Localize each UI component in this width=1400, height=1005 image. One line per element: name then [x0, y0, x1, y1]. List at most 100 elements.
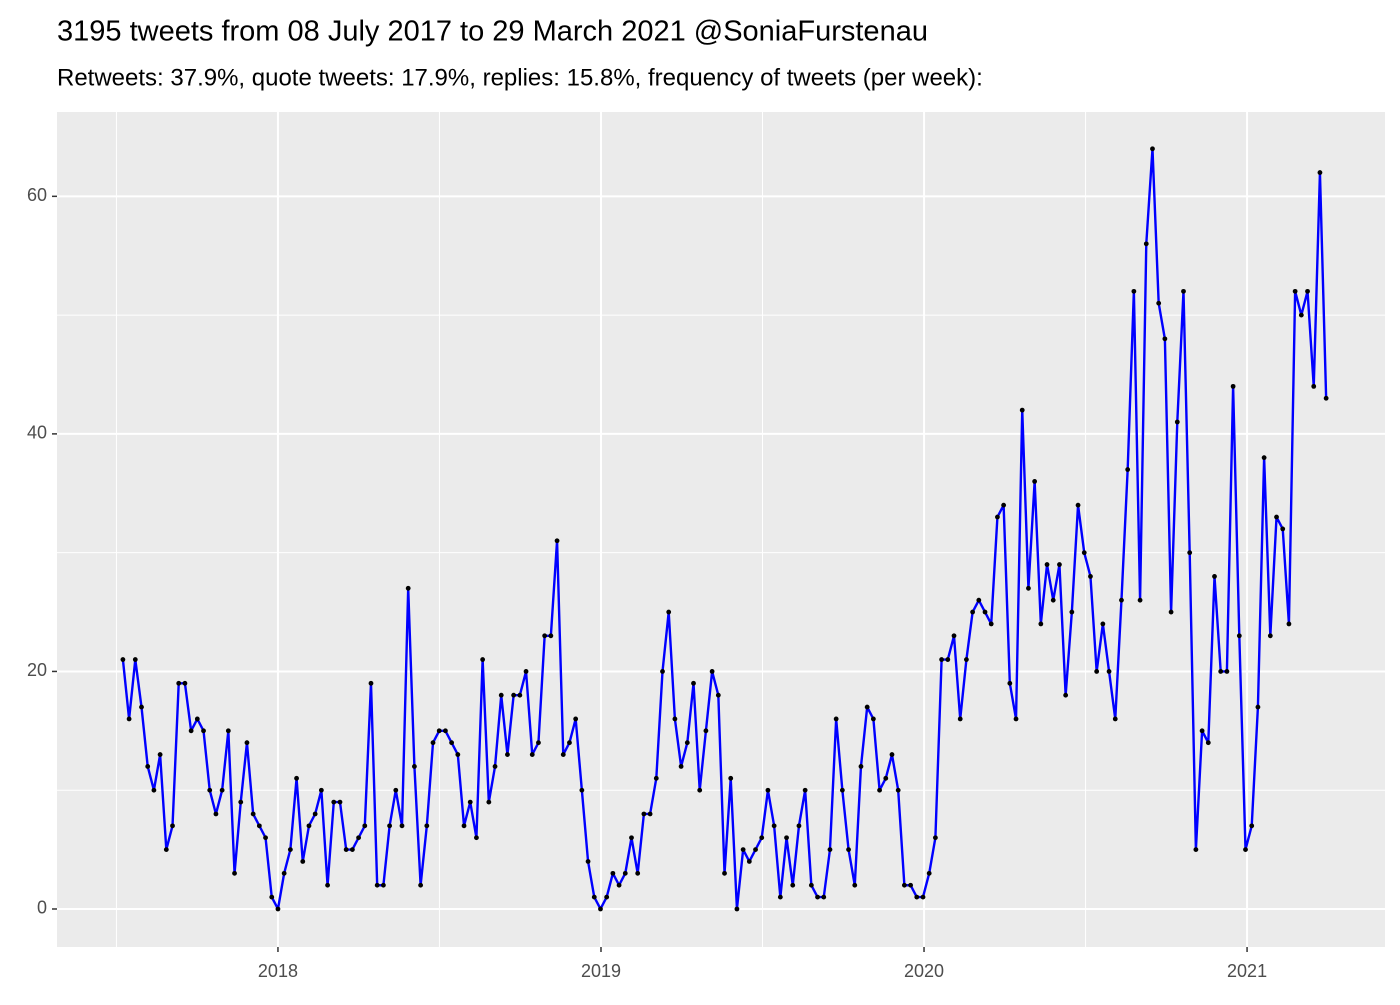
- data-point: [1057, 562, 1062, 567]
- data-point: [567, 740, 572, 746]
- data-point: [1205, 740, 1211, 746]
- data-point: [1267, 633, 1273, 639]
- data-point: [1131, 288, 1137, 294]
- data-point: [492, 764, 498, 769]
- data-point: [1119, 597, 1124, 603]
- data-point: [908, 882, 913, 888]
- data-point: [1255, 704, 1261, 710]
- data-point: [325, 882, 330, 888]
- data-point: [864, 704, 870, 710]
- data-point: [1150, 146, 1155, 152]
- data-point: [1181, 288, 1186, 294]
- data-point: [256, 823, 262, 829]
- data-point: [591, 894, 597, 900]
- data-point: [380, 882, 386, 888]
- data-point: [418, 882, 424, 888]
- data-point: [412, 764, 417, 769]
- data-point: [474, 835, 479, 841]
- data-point: [771, 823, 777, 829]
- data-point: [443, 728, 448, 734]
- data-point: [405, 585, 411, 591]
- data-point: [995, 514, 1000, 520]
- data-point: [678, 764, 684, 769]
- data-point: [318, 787, 324, 793]
- data-point: [691, 680, 696, 686]
- data-point: [1224, 669, 1230, 674]
- data-point: [585, 859, 591, 864]
- data-point: [914, 894, 920, 900]
- data-point: [387, 823, 392, 829]
- data-point: [151, 787, 157, 793]
- data-point: [672, 716, 678, 722]
- data-point: [126, 716, 132, 722]
- data-point: [244, 740, 250, 746]
- data-point: [1311, 383, 1317, 389]
- data-point: [393, 787, 399, 793]
- data-point: [877, 787, 882, 793]
- data-point: [870, 716, 876, 722]
- data-point: [1317, 170, 1323, 175]
- data-point: [1063, 692, 1069, 698]
- data-point: [1050, 597, 1056, 603]
- data-point: [343, 847, 349, 853]
- data-point: [399, 823, 405, 829]
- data-point: [1230, 383, 1236, 389]
- data-point: [957, 716, 963, 722]
- data-point: [976, 597, 982, 603]
- data-point: [821, 894, 827, 900]
- data-point: [188, 728, 194, 734]
- data-point: [312, 811, 318, 817]
- data-point: [238, 799, 244, 805]
- data-point: [895, 787, 901, 793]
- data-point: [852, 882, 858, 888]
- data-point: [970, 609, 976, 615]
- data-point: [157, 752, 163, 757]
- data-point: [250, 811, 256, 817]
- data-point: [275, 906, 281, 912]
- data-point: [579, 787, 585, 793]
- data-point: [498, 692, 504, 698]
- data-point: [486, 799, 492, 805]
- data-point: [1243, 847, 1248, 853]
- data-point: [176, 680, 182, 686]
- data-point: [964, 657, 969, 662]
- data-point: [604, 894, 610, 900]
- data-point: [889, 752, 895, 757]
- data-point: [728, 775, 734, 781]
- data-point: [709, 669, 715, 674]
- data-point: [1044, 562, 1050, 567]
- data-point: [1019, 407, 1025, 413]
- data-point: [1137, 597, 1143, 603]
- data-point: [815, 894, 820, 900]
- data-point: [653, 775, 659, 781]
- data-point: [610, 870, 616, 876]
- data-point: [331, 799, 337, 805]
- data-point: [349, 847, 355, 853]
- data-point: [715, 692, 721, 698]
- data-point: [573, 716, 579, 722]
- data-point: [207, 787, 213, 793]
- data-point: [1212, 574, 1217, 579]
- data-point: [833, 716, 839, 722]
- data-point: [1069, 609, 1075, 615]
- data-point: [1026, 585, 1031, 591]
- data-point: [225, 728, 231, 734]
- data-point: [616, 882, 622, 888]
- data-point: [945, 657, 951, 662]
- data-point: [1168, 609, 1174, 615]
- data-point: [201, 728, 206, 734]
- data-point: [846, 847, 851, 853]
- data-point: [635, 870, 641, 876]
- data-point: [1249, 823, 1255, 829]
- data-point: [1143, 241, 1149, 247]
- data-point: [622, 870, 628, 876]
- data-point: [1125, 467, 1131, 472]
- data-point: [480, 657, 486, 662]
- data-point: [784, 835, 789, 841]
- data-point: [1162, 336, 1168, 342]
- y-tick-label: 60: [27, 185, 47, 205]
- data-point: [287, 847, 293, 853]
- data-point: [170, 823, 175, 829]
- data-point: [132, 657, 138, 662]
- data-point: [548, 633, 554, 639]
